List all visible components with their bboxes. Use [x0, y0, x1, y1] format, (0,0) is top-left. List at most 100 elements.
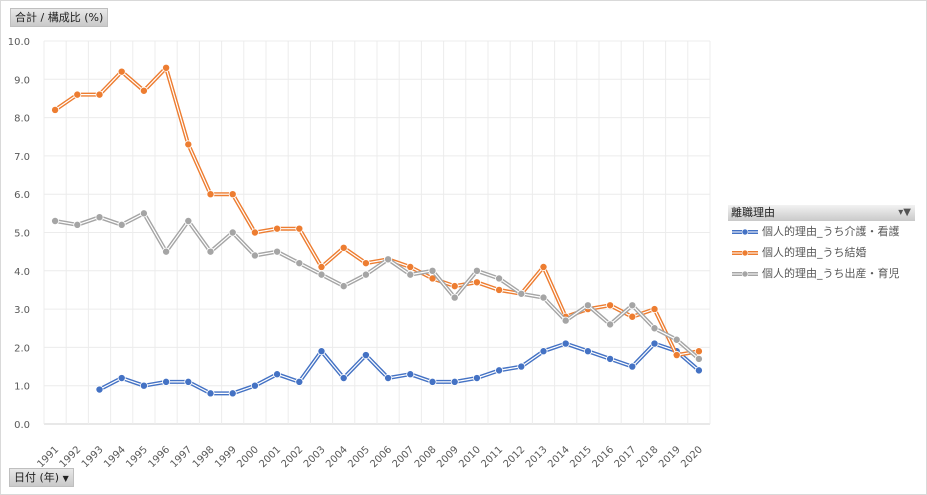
- legend-label: 個人的理由_うち介護・看護: [762, 225, 900, 238]
- data-point: [672, 351, 681, 360]
- data-point: [539, 293, 548, 302]
- data-point: [450, 282, 459, 291]
- data-point: [694, 347, 703, 356]
- data-point: [139, 86, 148, 95]
- data-point: [450, 377, 459, 386]
- data-point: [539, 262, 548, 271]
- legend-item[interactable]: 個人的理由_うち出産・育児: [732, 263, 915, 284]
- data-point: [472, 278, 481, 287]
- y-tick-label: 9.0: [14, 75, 30, 86]
- axis-field-button[interactable]: 日付 (年) ▼: [9, 468, 74, 487]
- data-point: [139, 209, 148, 218]
- x-tick-label: 2005: [346, 444, 372, 470]
- x-tick-label: 2015: [568, 444, 594, 470]
- data-point: [73, 90, 82, 99]
- data-point: [250, 228, 259, 237]
- data-point: [361, 351, 370, 360]
- data-point: [250, 381, 259, 390]
- x-tick-label: 1996: [146, 444, 172, 470]
- x-tick-label: 2010: [457, 444, 483, 470]
- data-point: [184, 217, 193, 226]
- y-tick-label: 3.0: [14, 305, 30, 316]
- data-point: [694, 366, 703, 375]
- data-point: [117, 374, 126, 383]
- data-point: [117, 67, 126, 76]
- y-tick-label: 5.0: [14, 229, 30, 240]
- value-field-button[interactable]: 合計 / 構成比 (%): [10, 8, 109, 27]
- data-point: [317, 270, 326, 279]
- legend-label: 個人的理由_うち出産・育児: [762, 267, 900, 280]
- data-point: [95, 213, 104, 222]
- data-point: [250, 251, 259, 260]
- data-point: [384, 255, 393, 264]
- legend-item[interactable]: 個人的理由_うち結婚: [732, 242, 915, 263]
- data-point: [672, 335, 681, 344]
- x-tick-label: 2013: [524, 444, 550, 470]
- legend-marker-icon: [732, 228, 758, 235]
- x-tick-label: 1993: [80, 444, 106, 470]
- y-tick-label: 6.0: [14, 190, 30, 201]
- data-point: [317, 262, 326, 271]
- data-point: [472, 374, 481, 383]
- data-point: [495, 274, 504, 283]
- filter-icon[interactable]: ▾▼: [898, 207, 911, 218]
- axis-field-label: 日付 (年): [14, 471, 60, 484]
- x-tick-label: 2003: [302, 444, 328, 470]
- data-point: [51, 217, 60, 226]
- data-point: [428, 377, 437, 386]
- data-point: [650, 339, 659, 348]
- data-point: [650, 324, 659, 333]
- y-tick-label: 10.0: [8, 37, 30, 48]
- x-tick-label: 2004: [324, 444, 350, 470]
- data-point: [139, 381, 148, 390]
- data-point: [51, 105, 60, 114]
- data-point: [339, 374, 348, 383]
- y-tick-label: 1.0: [14, 382, 30, 393]
- data-point: [561, 316, 570, 325]
- data-point: [606, 354, 615, 363]
- data-point: [517, 289, 526, 298]
- data-point: [495, 285, 504, 294]
- data-point: [628, 312, 637, 321]
- data-point: [339, 282, 348, 291]
- dropdown-arrow-icon: ▼: [62, 474, 69, 483]
- data-point: [517, 362, 526, 371]
- data-point: [228, 228, 237, 237]
- data-point: [428, 266, 437, 275]
- data-point: [184, 140, 193, 149]
- legend-item[interactable]: 個人的理由_うち介護・看護: [732, 221, 915, 242]
- x-tick-label: 2016: [590, 444, 616, 470]
- data-point: [206, 389, 215, 398]
- data-point: [295, 377, 304, 386]
- data-point: [273, 224, 282, 233]
- x-tick-label: 2017: [613, 444, 639, 470]
- legend: 離職理由 ▾▼ 個人的理由_うち介護・看護個人的理由_うち結婚個人的理由_うち出…: [728, 205, 915, 284]
- data-point: [495, 366, 504, 375]
- y-tick-label: 0.0: [14, 420, 30, 431]
- x-tick-label: 2019: [657, 444, 683, 470]
- data-point: [450, 293, 459, 302]
- x-tick-label: 2011: [479, 444, 505, 470]
- data-point: [206, 190, 215, 199]
- x-tick-label: 1994: [102, 444, 128, 470]
- data-point: [583, 347, 592, 356]
- x-tick-label: 2020: [679, 444, 705, 470]
- x-tick-label: 1995: [124, 444, 150, 470]
- data-point: [95, 90, 104, 99]
- x-tick-label: 2001: [257, 444, 283, 470]
- data-point: [694, 354, 703, 363]
- x-tick-label: 1992: [58, 444, 84, 470]
- legend-marker-icon: [732, 270, 758, 277]
- data-point: [228, 389, 237, 398]
- data-point: [206, 247, 215, 256]
- data-point: [339, 243, 348, 252]
- data-point: [406, 262, 415, 271]
- data-point: [361, 270, 370, 279]
- data-point: [472, 266, 481, 275]
- data-point: [273, 247, 282, 256]
- x-tick-label: 2009: [435, 444, 461, 470]
- data-point: [606, 301, 615, 310]
- data-point: [317, 347, 326, 356]
- legend-field-button[interactable]: 離職理由 ▾▼: [728, 205, 915, 221]
